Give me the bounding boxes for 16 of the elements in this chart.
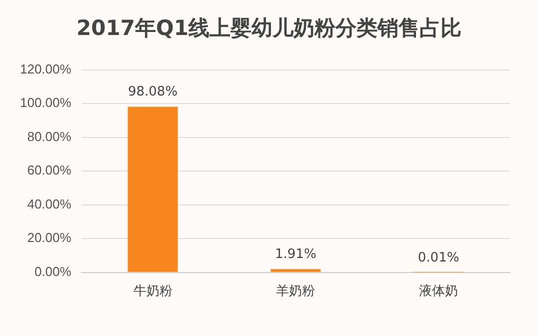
x-tick-label: 液体奶 <box>419 282 458 298</box>
data-label: 98.08% <box>128 84 178 100</box>
y-tick-label: 40.00% <box>27 196 72 212</box>
y-tick-label: 60.00% <box>27 162 72 178</box>
y-tick-label: 0.00% <box>34 264 72 279</box>
y-tick-label: 20.00% <box>27 230 72 246</box>
data-label: 1.91% <box>275 247 316 262</box>
bar <box>270 269 321 272</box>
x-tick-label: 牛奶粉 <box>133 282 172 298</box>
data-label: 0.01% <box>418 250 460 266</box>
y-tick-label: 120.00% <box>20 61 72 76</box>
y-tick-label: 100.00% <box>20 95 72 110</box>
y-tick-label: 80.00% <box>27 128 72 144</box>
chart-title: 2017年Q1线上婴幼儿奶粉分类销售占比 <box>76 15 462 42</box>
x-tick-label: 羊奶粉 <box>276 282 316 298</box>
bar <box>128 106 178 272</box>
